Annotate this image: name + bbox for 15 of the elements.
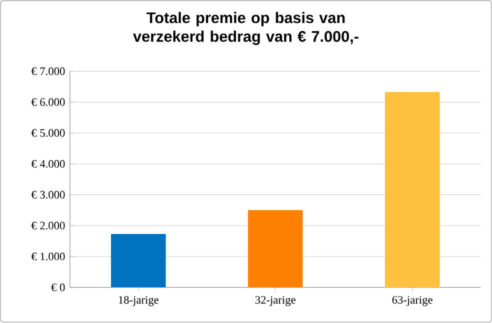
x-tick-label: 18-jarige (118, 296, 158, 306)
y-tick-label: € 2.000 (31, 222, 65, 230)
chart-title: Totale premie op basis van verzekerd bedrag van € 7.000,- (133, 12, 358, 46)
y-tick-label: € 5.000 (31, 129, 65, 138)
y-tick-label: € 1.000 (31, 252, 65, 261)
y-tick-label: € 6.000 (31, 98, 65, 106)
y-tick-label: € 0 (51, 284, 65, 292)
bar (110, 234, 166, 288)
y-tick-label: € 7.000 (31, 68, 65, 76)
x-tick-label: 63-jarige (392, 296, 432, 306)
y-tick-label: € 4.000 (31, 160, 65, 168)
bar (248, 210, 303, 288)
bar (384, 92, 440, 288)
y-tick-label: € 3.000 (31, 191, 65, 199)
x-tick-label: 32-jarige (255, 296, 296, 306)
